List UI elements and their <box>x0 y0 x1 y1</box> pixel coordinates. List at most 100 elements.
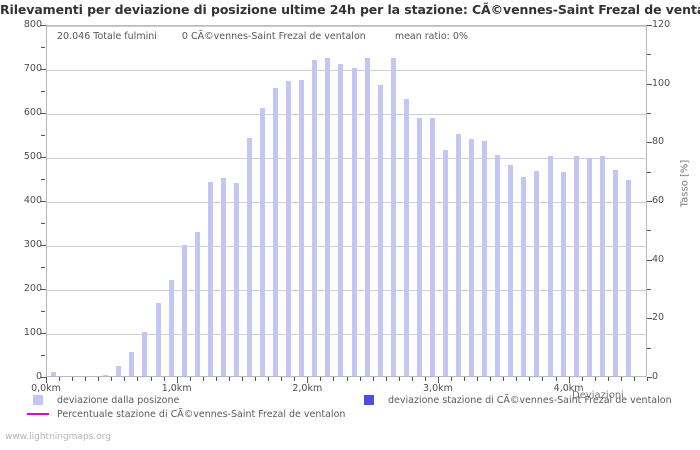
x-axis-minor-tick <box>359 377 361 381</box>
bar <box>168 280 174 376</box>
bar <box>482 141 488 376</box>
y2-axis-minor-tick <box>647 347 651 349</box>
y2-axis-label: Tasso [%] <box>679 159 691 208</box>
y-axis-tick <box>41 157 46 158</box>
bar <box>194 232 200 376</box>
y-axis-tick <box>41 333 46 334</box>
y2-axis-tick-label: 120 <box>652 19 671 30</box>
bar <box>469 139 475 376</box>
x-axis-minor-tick <box>111 377 113 381</box>
bar <box>312 60 318 376</box>
y-axis-tick <box>41 245 46 246</box>
x-axis-minor-tick <box>477 377 479 381</box>
y2-axis-tick <box>647 25 652 26</box>
y-axis-tick-label: 500 <box>23 151 42 162</box>
bar <box>116 366 122 376</box>
y2-axis-tick <box>647 377 652 378</box>
gridline <box>47 202 646 203</box>
x-axis-minor-tick <box>137 377 139 381</box>
x-axis-minor-tick <box>529 377 531 381</box>
x-axis-minor-tick <box>464 377 466 381</box>
x-axis-tick-label: 0,0km <box>31 383 61 394</box>
x-axis-minor-tick <box>150 377 152 381</box>
x-axis-minor-tick <box>228 377 230 381</box>
x-axis-label: Deviazioni <box>572 390 624 401</box>
x-axis-minor-tick <box>620 377 622 381</box>
gridline <box>47 70 646 71</box>
chart-legend: deviazione dalla posizone deviazione sta… <box>0 391 700 431</box>
x-axis-minor-tick <box>451 377 453 381</box>
y2-axis-tick-label: 80 <box>652 136 665 148</box>
y-axis-tick <box>41 289 46 290</box>
x-axis-tick-label: 1,0km <box>161 383 192 394</box>
x-axis-minor-tick <box>385 377 387 381</box>
x-axis-minor-tick <box>241 377 243 381</box>
x-axis-minor-tick <box>555 377 557 381</box>
chart-title: Rilevamenti per deviazione di posizione … <box>0 2 700 17</box>
y-axis-tick <box>41 25 46 26</box>
y-axis-minor-tick <box>41 267 45 268</box>
y-axis-tick-label: 0 <box>35 371 42 382</box>
gridline <box>47 290 646 291</box>
plot-annotations: 20.046 Totale fulmini 0 CÃ©vennes-Saint … <box>57 31 468 42</box>
y2-axis-tick <box>647 259 652 261</box>
bar <box>233 183 239 376</box>
bar <box>442 149 448 376</box>
y2-axis-tick <box>647 201 652 202</box>
bar <box>599 156 605 376</box>
y2-axis-tick-label: 20 <box>652 312 665 324</box>
x-axis-minor-tick <box>503 377 505 381</box>
y-axis-minor-tick <box>41 179 45 180</box>
plot-area: 20.046 Totale fulmini 0 CÃ©vennes-Saint … <box>46 25 647 377</box>
x-axis-tick <box>568 377 570 383</box>
x-axis-minor-tick <box>215 377 217 381</box>
gridline <box>47 114 646 115</box>
x-axis-minor-tick <box>581 377 583 381</box>
annotation-station: 0 CÃ©vennes-Saint Frezal de ventalon <box>181 31 366 42</box>
legend-line-percentuale-stazione <box>27 413 49 415</box>
x-axis-minor-tick <box>607 377 609 381</box>
x-axis-tick-label: 3,0km <box>423 383 453 394</box>
y-axis-minor-tick <box>41 223 45 224</box>
bar <box>103 375 109 376</box>
y2-axis-tick <box>647 83 652 85</box>
bar <box>547 156 553 376</box>
bar <box>573 156 579 376</box>
y-axis-tick-label: 400 <box>23 195 42 206</box>
x-axis-minor-tick <box>294 377 296 381</box>
bar <box>129 351 135 376</box>
x-axis-minor-tick <box>411 377 413 381</box>
y2-axis-tick-label: 40 <box>652 253 665 265</box>
y-axis-tick <box>41 69 46 70</box>
y2-axis-minor-tick <box>647 54 651 56</box>
bar <box>508 165 514 376</box>
bar <box>495 155 501 376</box>
bar <box>364 57 370 376</box>
bar <box>220 178 226 376</box>
x-axis-minor-tick <box>333 377 335 381</box>
bar <box>429 118 435 376</box>
x-axis-tick <box>176 377 178 383</box>
bar <box>351 68 357 376</box>
x-axis-minor-tick <box>320 377 322 381</box>
bar <box>377 85 383 376</box>
y2-axis-minor-tick <box>647 171 651 173</box>
bar <box>521 177 527 376</box>
bar <box>325 57 331 376</box>
y2-axis-minor-tick <box>647 230 651 232</box>
bar <box>338 64 344 376</box>
legend-swatch-deviazione-stazione <box>364 395 374 405</box>
y-axis-minor-tick <box>41 311 45 312</box>
annotation-mean-ratio: mean ratio: 0% <box>394 31 468 42</box>
y2-axis-tick-label: 60 <box>652 195 665 206</box>
y-axis-minor-tick <box>41 355 45 356</box>
bar <box>247 138 252 376</box>
y2-axis-tick-label: 100 <box>652 77 671 89</box>
x-axis-minor-tick <box>268 377 270 381</box>
legend-label-percentuale-stazione: Percentuale stazione di CÃ©vennes-Saint … <box>57 409 346 420</box>
bar <box>181 245 187 376</box>
y2-axis-tick-label: 0 <box>652 371 659 382</box>
x-axis-tick <box>307 377 309 383</box>
x-axis-minor-tick <box>542 377 544 381</box>
